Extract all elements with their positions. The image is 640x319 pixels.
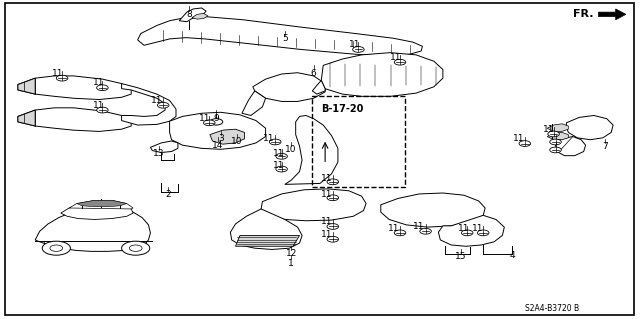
Text: 7: 7 [603,142,608,151]
Text: 11: 11 [151,96,163,105]
Text: 11: 11 [413,222,425,231]
Text: 11: 11 [513,134,524,143]
Polygon shape [556,137,586,156]
Polygon shape [77,200,127,207]
Polygon shape [285,115,338,184]
Polygon shape [253,73,325,101]
Text: 11: 11 [349,40,361,49]
Text: 11: 11 [543,125,555,134]
Circle shape [420,228,431,234]
Circle shape [210,119,223,125]
Polygon shape [18,108,131,131]
Text: 11: 11 [52,69,63,78]
Text: 11: 11 [263,134,275,143]
Text: 13: 13 [153,149,164,158]
Polygon shape [261,189,366,221]
Bar [312,96,405,187]
Circle shape [50,245,63,251]
Polygon shape [598,9,626,20]
Text: 8: 8 [186,10,191,19]
Polygon shape [150,141,178,152]
Polygon shape [61,204,133,219]
Text: 12: 12 [285,249,297,258]
Text: 11: 11 [321,190,332,199]
Text: S2A4-B3720 B: S2A4-B3720 B [525,304,579,313]
Text: 11: 11 [388,224,399,233]
Text: 5: 5 [282,34,287,43]
Polygon shape [230,209,302,249]
Text: 14: 14 [212,141,223,150]
Polygon shape [122,84,176,125]
Circle shape [548,131,559,137]
Circle shape [477,230,489,236]
Text: 4: 4 [509,251,515,260]
Circle shape [97,107,108,113]
Text: 15: 15 [455,252,467,261]
Polygon shape [438,215,504,246]
Circle shape [97,85,108,91]
Text: 11: 11 [321,230,332,239]
Circle shape [327,236,339,242]
Circle shape [353,47,364,52]
Circle shape [461,230,473,236]
Text: 11: 11 [472,224,484,233]
Text: 11: 11 [93,101,105,110]
Text: 2: 2 [165,190,170,199]
Polygon shape [547,132,568,140]
Polygon shape [138,17,422,56]
Polygon shape [18,78,35,94]
Polygon shape [170,112,266,149]
Circle shape [327,195,339,201]
Circle shape [327,179,339,185]
Text: 1: 1 [289,259,294,268]
Circle shape [394,230,406,236]
Polygon shape [312,80,325,94]
Circle shape [276,166,287,172]
Text: 6: 6 [311,69,316,78]
Text: 11: 11 [321,174,332,183]
Polygon shape [210,129,244,144]
Polygon shape [236,235,300,246]
Polygon shape [566,115,613,140]
Polygon shape [547,124,568,131]
Polygon shape [192,13,208,19]
Polygon shape [321,53,443,96]
Text: 3: 3 [218,134,223,143]
Circle shape [327,224,339,229]
Circle shape [519,141,531,146]
Circle shape [122,241,150,255]
Circle shape [129,245,142,251]
Text: 11: 11 [273,149,284,158]
Text: 11: 11 [273,161,284,170]
Circle shape [276,153,287,159]
Circle shape [56,75,68,81]
Circle shape [550,147,561,153]
Text: 9: 9 [214,114,219,122]
Text: 11: 11 [93,78,105,87]
Circle shape [204,120,215,126]
Circle shape [42,241,70,255]
Text: B-17-20: B-17-20 [321,104,364,114]
Text: 10: 10 [231,137,243,146]
Polygon shape [35,207,150,251]
Text: 10: 10 [285,145,297,154]
Polygon shape [69,200,133,209]
Text: 11: 11 [458,224,470,233]
Polygon shape [179,8,206,22]
Polygon shape [18,76,131,100]
Polygon shape [18,110,35,126]
Text: 11: 11 [321,217,332,226]
Text: 11: 11 [390,53,401,62]
Circle shape [394,59,406,65]
Circle shape [157,102,169,108]
Circle shape [269,139,281,145]
Circle shape [550,139,561,145]
Polygon shape [381,193,485,227]
Polygon shape [242,91,266,115]
Text: 11: 11 [199,114,211,122]
Text: FR.: FR. [573,9,593,19]
